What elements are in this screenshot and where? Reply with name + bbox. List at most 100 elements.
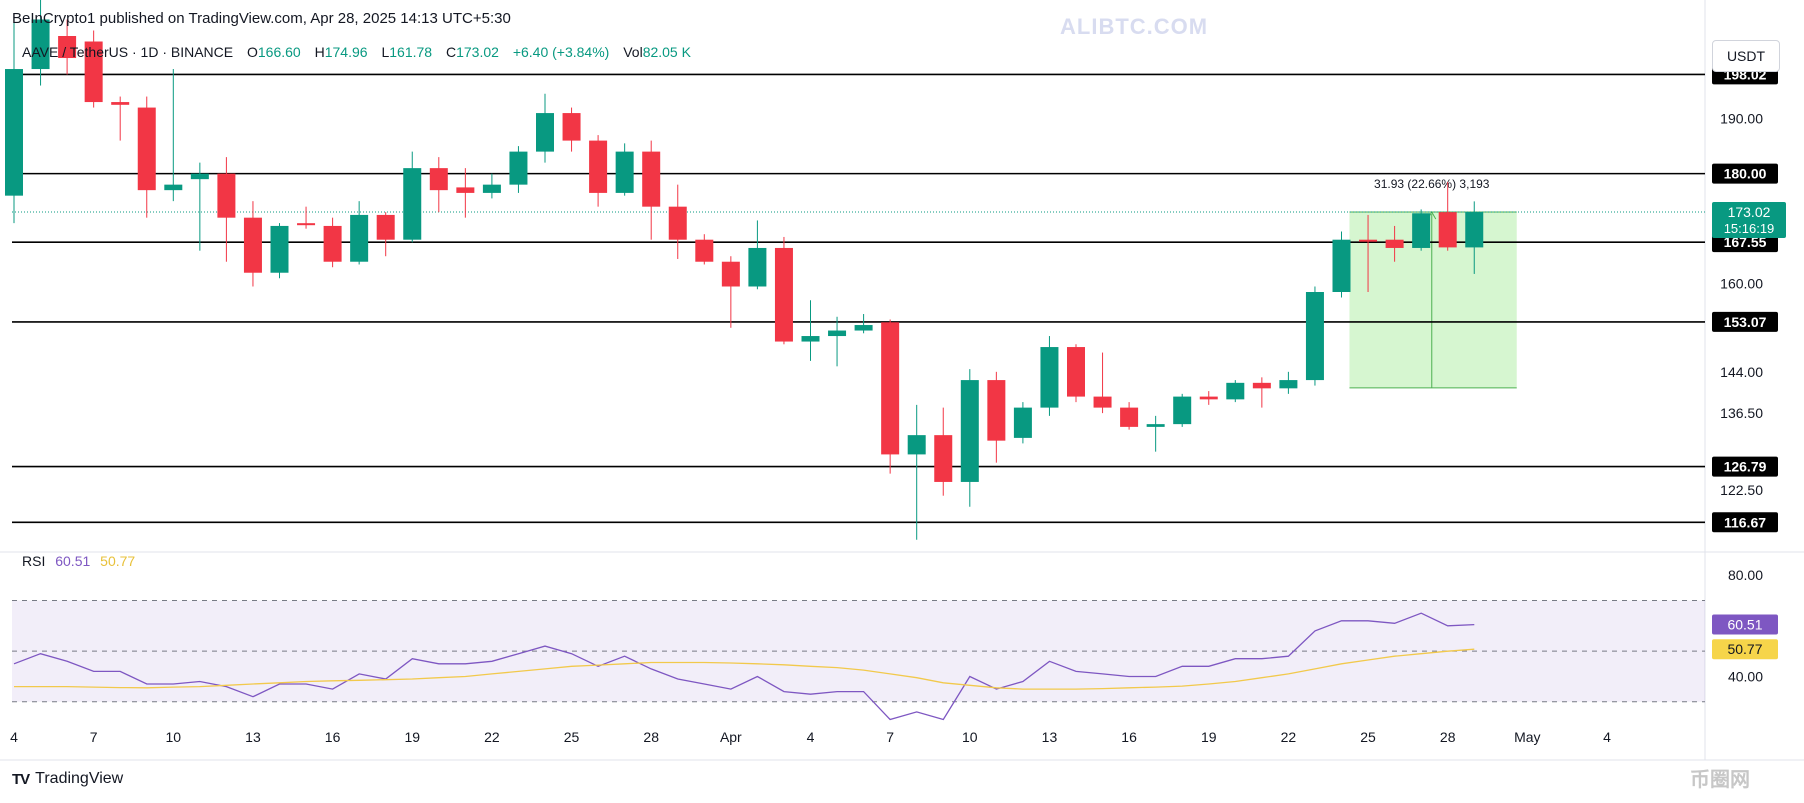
tradingview-logo-icon: TV xyxy=(12,770,30,788)
current-price-label: 173.02 xyxy=(1728,204,1771,220)
rsi-tick-label: 40.00 xyxy=(1728,668,1763,684)
candle-body xyxy=(1279,380,1298,389)
candle-body xyxy=(721,261,740,287)
time-tick-label: 10 xyxy=(166,729,182,745)
candle-body xyxy=(615,151,634,193)
candle-body xyxy=(695,239,714,262)
candle-body xyxy=(456,187,475,193)
candle-body xyxy=(482,184,501,193)
candle-body xyxy=(907,435,926,455)
close-value: 173.02 xyxy=(456,44,499,60)
high-label: H xyxy=(314,44,325,60)
time-tick-label: 13 xyxy=(245,729,261,745)
level-price-label: 116.67 xyxy=(1724,514,1766,530)
level-price-label: 180.00 xyxy=(1724,166,1767,182)
candle-body xyxy=(5,69,23,196)
rsi-value: 60.51 xyxy=(55,553,91,569)
rsi-line xyxy=(13,612,1475,721)
candle-body xyxy=(562,113,581,141)
time-tick-label: 7 xyxy=(886,729,894,745)
candle-body xyxy=(1359,239,1378,242)
time-tick-label: 13 xyxy=(1042,729,1058,745)
candle-body xyxy=(323,225,342,262)
close-label: C xyxy=(445,44,457,60)
candle-body xyxy=(1252,382,1271,389)
level-price-label: 126.79 xyxy=(1724,459,1767,475)
price-tick-label: 122.50 xyxy=(1720,482,1763,498)
candle-body xyxy=(801,336,820,342)
candle-body xyxy=(642,151,661,207)
candle-body xyxy=(748,247,767,287)
level-price-tag xyxy=(1712,456,1778,477)
price-tick-label: 136.50 xyxy=(1720,405,1763,421)
change-value: +6.40 (+3.84%) xyxy=(512,44,610,60)
candle-body xyxy=(509,151,528,185)
rsi-tick-label: 80.00 xyxy=(1728,567,1763,583)
time-tick-label: 22 xyxy=(1281,729,1297,745)
rsi-ma-tag-label: 50.77 xyxy=(1727,641,1762,657)
candle-body xyxy=(1465,212,1484,248)
time-tick-label: 4 xyxy=(1603,729,1611,745)
rsi-legend: RSI 60.51 50.77 xyxy=(22,553,135,569)
currency-button[interactable]: USDT xyxy=(1712,40,1780,72)
candle-body xyxy=(881,322,900,455)
time-tick-label: 4 xyxy=(10,729,18,745)
time-tick-label: 25 xyxy=(564,729,580,745)
symbol-legend: AAVE / TetherUS · 1D · BINANCE O166.60 H… xyxy=(22,44,691,60)
candle-body xyxy=(854,325,873,331)
rsi-label[interactable]: RSI xyxy=(22,553,46,569)
tradingview-brand[interactable]: TV TradingView xyxy=(12,770,123,788)
current-price-tag xyxy=(1712,202,1786,239)
time-tick-label: 16 xyxy=(1121,729,1137,745)
level-price-label: 167.55 xyxy=(1724,234,1767,250)
candle-body xyxy=(1332,239,1351,292)
level-price-label: 153.07 xyxy=(1724,314,1767,330)
measure-range-box xyxy=(1349,212,1517,388)
candle-body xyxy=(164,184,183,191)
candle-body xyxy=(987,380,1006,441)
time-tick-label: 19 xyxy=(404,729,420,745)
time-tick-label: 19 xyxy=(1201,729,1217,745)
candle-body xyxy=(376,214,395,240)
brand-name: TradingView xyxy=(35,770,124,787)
rsi-tag-label: 60.51 xyxy=(1727,617,1762,633)
candle-body xyxy=(774,247,793,342)
candle-body xyxy=(1226,382,1245,400)
candle-body xyxy=(137,107,156,191)
level-price-tag xyxy=(1712,512,1778,533)
price-tick-label: 144.00 xyxy=(1720,364,1763,380)
candle-body xyxy=(1305,292,1324,381)
candle-body xyxy=(111,102,130,105)
candle-body xyxy=(828,330,847,337)
candle-body xyxy=(350,214,369,262)
time-tick-label: Apr xyxy=(720,729,742,745)
time-tick-label: 7 xyxy=(90,729,98,745)
level-price-tag xyxy=(1712,163,1778,184)
candle-body xyxy=(1093,396,1112,408)
open-label: O xyxy=(247,44,258,60)
candle-body xyxy=(1412,213,1431,248)
candle-body xyxy=(1146,424,1165,427)
candle-body xyxy=(58,36,77,59)
candle-body xyxy=(536,113,554,152)
bar-countdown-label: 15:16:19 xyxy=(1724,221,1775,236)
candle-body xyxy=(1040,347,1059,408)
candle-body xyxy=(190,173,209,180)
candle-body xyxy=(429,168,448,191)
time-tick-label: 25 xyxy=(1360,729,1376,745)
candle-body xyxy=(1120,407,1139,427)
open-value: 166.60 xyxy=(257,44,301,60)
candle-body xyxy=(1385,239,1404,248)
rsi-ma-value: 50.77 xyxy=(100,553,136,569)
time-tick-label: 4 xyxy=(807,729,815,745)
time-tick-label: 22 xyxy=(484,729,500,745)
measure-label: 31.93 (22.66%) 3,193 xyxy=(1374,177,1490,191)
time-tick-label: 28 xyxy=(643,729,659,745)
price-tick-label: 160.00 xyxy=(1720,276,1763,292)
symbol-label[interactable]: AAVE / TetherUS · 1D · BINANCE xyxy=(22,44,234,60)
corner-watermark-logo: 币圈网 xyxy=(1690,769,1750,791)
candle-body xyxy=(84,41,103,103)
time-tick-label: 10 xyxy=(962,729,978,745)
